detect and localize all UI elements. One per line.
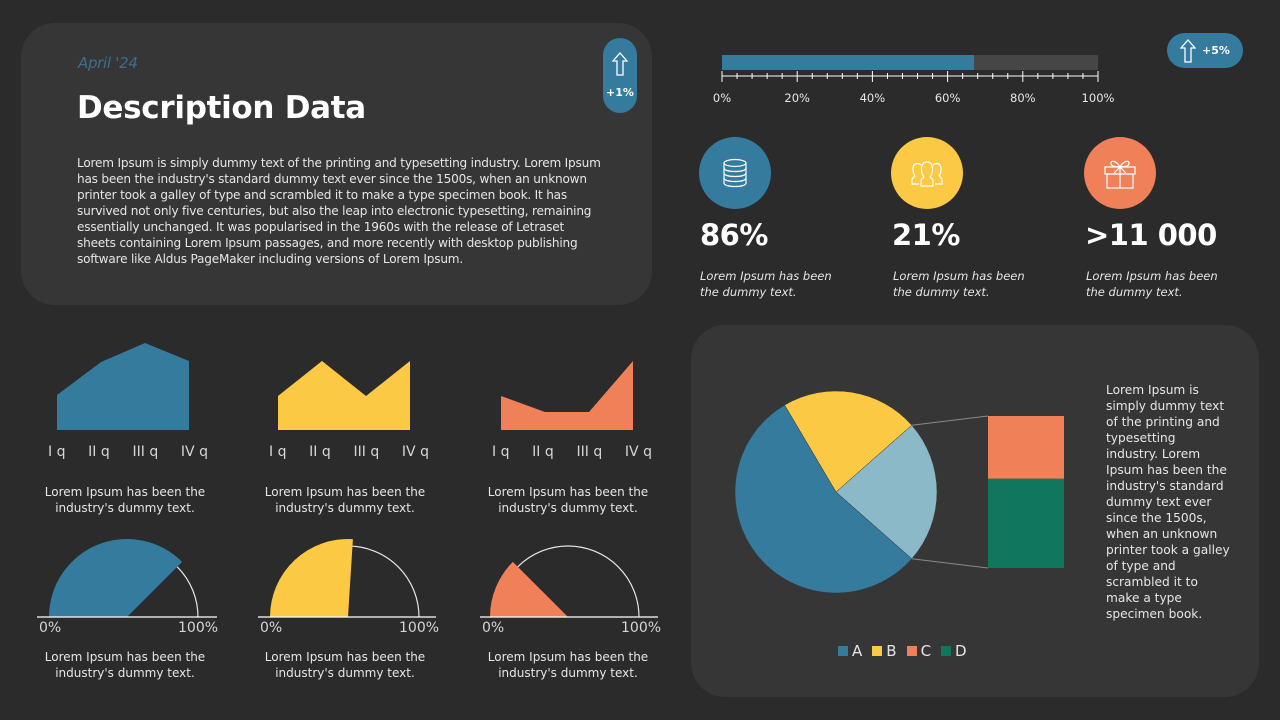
gauge-2-min: 0%: [260, 620, 283, 636]
stat-1-circle: [699, 137, 771, 209]
area-3-caption: Lorem Ipsum has been the industry's dumm…: [487, 485, 649, 515]
progress-tick-label: 80%: [1010, 91, 1036, 105]
legend-item-b: B: [872, 642, 897, 660]
x-label: I q: [48, 444, 66, 460]
x-label: IV q: [401, 444, 429, 460]
gauge-2-caption: Lorem Ipsum has been the industry's dumm…: [264, 650, 426, 680]
legend-swatch: [906, 646, 917, 656]
stat-2-circle: [891, 137, 963, 209]
description-panel: [21, 23, 652, 305]
legend-swatch: [838, 646, 848, 656]
x-label: IV q: [180, 444, 208, 460]
gauge-3-caption: Lorem Ipsum has been the industry's dumm…: [487, 650, 649, 680]
area-charts: [57, 343, 633, 430]
area-3-x-labels: I q II q III q IV q: [492, 444, 652, 460]
legend-swatch: [941, 646, 952, 656]
progress-tick-label: 40%: [859, 91, 886, 105]
progress-tick-label: 60%: [934, 91, 961, 105]
x-label: III q: [353, 444, 380, 460]
gauge-3-min: 0%: [482, 620, 505, 636]
x-label: II q: [88, 444, 110, 460]
x-label: I q: [269, 444, 287, 460]
x-label: III q: [132, 444, 159, 460]
pie-legend: A B C D: [838, 642, 967, 660]
date-label: April '24: [78, 54, 138, 72]
area-shape: [501, 361, 633, 430]
stat-3-caption: Lorem Ipsum has been the dummy text.: [1086, 269, 1218, 299]
legend-label: B: [886, 642, 897, 660]
x-label: I q: [492, 444, 510, 460]
legend-item-d: D: [941, 642, 967, 660]
gauge-3-max: 100%: [621, 620, 662, 636]
stat-1: [699, 137, 771, 209]
area-2-x-labels: I q II q III q IV q: [269, 444, 429, 460]
legend-item-c: C: [906, 642, 932, 660]
area-shape: [57, 343, 189, 430]
legend-label: A: [852, 642, 863, 660]
legend-label: C: [920, 642, 932, 660]
x-label: II q: [309, 444, 331, 460]
stat-1-caption: Lorem Ipsum has been the dummy text.: [700, 269, 832, 299]
stat-2-caption: Lorem Ipsum has been the dummy text.: [893, 269, 1025, 299]
database-icon: [723, 158, 747, 188]
legend-item-a: A: [838, 642, 862, 660]
gauge-charts: [37, 539, 658, 618]
page-title: Description Data: [77, 90, 366, 126]
growth-badge-2: +5%: [1167, 33, 1243, 68]
x-label: II q: [532, 444, 554, 460]
growth-badge-1: +1%: [603, 38, 637, 113]
legend-label: D: [955, 642, 967, 660]
area-shape: [278, 361, 410, 430]
area-1-x-labels: I q II q III q IV q: [48, 444, 208, 460]
gift-icon: [1104, 160, 1136, 189]
stat-2-value: 21%: [892, 218, 960, 252]
description-text: Lorem Ipsum is simply dummy text of the …: [77, 156, 601, 266]
users-icon: [911, 161, 943, 187]
pie-description: Lorem Ipsum is simply dummy text of the …: [1106, 383, 1230, 621]
progress-tick-label: 20%: [784, 91, 810, 105]
progress-fill: [722, 55, 974, 70]
x-label: IV q: [624, 444, 652, 460]
gauge-1-min: 0%: [39, 620, 62, 636]
progress-tick-label: 100%: [1081, 91, 1115, 105]
progress-tick-label: 0%: [712, 91, 732, 105]
stat-2: [891, 137, 963, 209]
area-2-caption: Lorem Ipsum has been the industry's dumm…: [264, 485, 426, 515]
gauge-2-max: 100%: [399, 620, 440, 636]
arrow-up-icon: [612, 52, 628, 76]
area-1-caption: Lorem Ipsum has been the industry's dumm…: [44, 485, 206, 515]
arrow-up-icon: [1180, 38, 1197, 63]
progress-axis: [721, 71, 1099, 82]
stat-3-value: >11 000: [1085, 218, 1217, 252]
x-label: III q: [576, 444, 603, 460]
growth-badge-1-label: +1%: [606, 86, 634, 99]
gauge-1-caption: Lorem Ipsum has been the industry's dumm…: [44, 650, 206, 680]
growth-badge-2-label: +5%: [1202, 44, 1230, 57]
bar-of-pie-chart: [734, 390, 1064, 594]
legend-swatch: [872, 646, 883, 656]
stat-3: [1084, 137, 1156, 209]
progress-bar: [722, 55, 1098, 70]
stat-1-value: 86%: [700, 218, 768, 252]
gauge-1-max: 100%: [178, 620, 219, 636]
stat-3-circle: [1084, 137, 1156, 209]
